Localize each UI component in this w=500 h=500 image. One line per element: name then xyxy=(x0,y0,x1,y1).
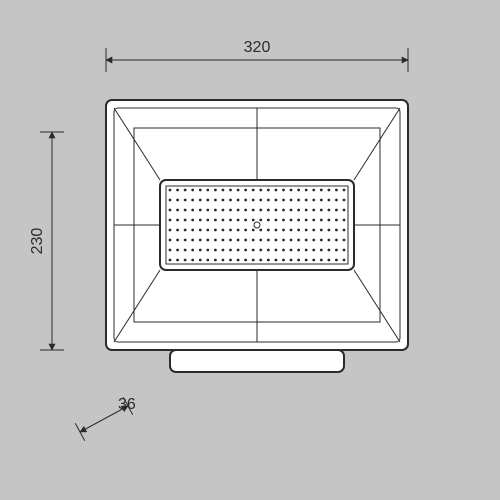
dim-height-label: 230 xyxy=(29,228,46,255)
dim-width-label: 320 xyxy=(244,39,271,56)
dim-depth-label: 36 xyxy=(118,396,136,413)
led-panel-outer xyxy=(160,180,354,270)
technical-drawing: 320 230 36 xyxy=(0,0,500,500)
mounting-bracket xyxy=(170,350,344,372)
